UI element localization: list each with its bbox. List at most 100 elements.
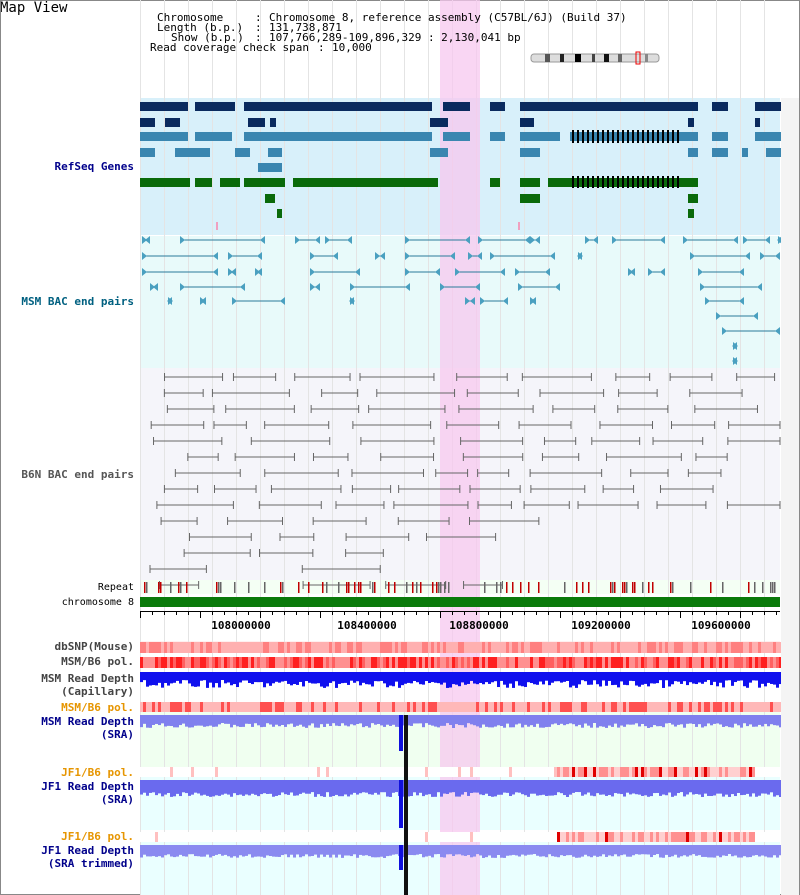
depth-bar (155, 780, 158, 796)
heat-cell (602, 702, 605, 712)
heat-cell (479, 702, 482, 712)
gene-feature (490, 132, 505, 141)
ideogram-band (560, 54, 564, 62)
heat-cell (431, 702, 434, 712)
depth-bar (728, 780, 731, 797)
heat-cell (500, 657, 503, 668)
gene-feature (766, 148, 782, 157)
heat-cell (719, 702, 722, 712)
depth-bar (377, 715, 380, 725)
heat-cell (428, 642, 431, 653)
gene-feature (140, 148, 155, 157)
heat-cell (308, 767, 311, 777)
heat-cell (482, 657, 485, 668)
depth-bar (704, 780, 707, 794)
heat-cell (365, 767, 368, 777)
depth-bar (680, 715, 683, 725)
depth-bar (434, 845, 437, 855)
heat-cell (536, 832, 539, 842)
msm-depth-sra-label: MSM Read Depth (41, 715, 134, 728)
repeat-mark (484, 582, 486, 593)
heat-cell (593, 702, 596, 712)
gene-feature (712, 132, 728, 141)
depth-bar (317, 780, 320, 795)
heat-cell (329, 657, 332, 668)
depth-bar (464, 780, 467, 793)
heat-cell (152, 657, 155, 668)
depth-bar (299, 845, 302, 858)
depth-bar (641, 780, 644, 796)
heat-cell (548, 702, 551, 712)
heat-cell (452, 702, 455, 712)
heat-cell (326, 832, 329, 842)
heat-cell (518, 702, 521, 712)
heat-cell (368, 642, 371, 653)
heat-cell (371, 767, 374, 777)
heat-cell (542, 767, 545, 777)
heat-cell (161, 642, 164, 653)
heat-cell (167, 642, 170, 653)
repeat-mark (308, 582, 310, 593)
heat-cell (536, 767, 539, 777)
depth-bar (179, 780, 182, 797)
depth-bar (167, 715, 170, 726)
heat-cell (269, 657, 272, 668)
depth-bar (464, 845, 467, 856)
span-value: 10,000 (332, 41, 372, 54)
heat-cell (275, 832, 278, 842)
depth-bar (167, 780, 170, 794)
heat-cell (209, 767, 212, 777)
heat-cell (332, 642, 335, 653)
heat-cell (407, 657, 410, 668)
heat-cell (455, 832, 458, 842)
depth-bar (701, 672, 704, 684)
bac-end (260, 236, 265, 244)
heat-cell (494, 642, 497, 653)
depth-bar (539, 715, 542, 728)
repeat-mark (626, 582, 628, 593)
depth-bar (383, 672, 386, 684)
heat-cell (776, 657, 779, 668)
heat-cell (722, 642, 725, 653)
heat-cell (692, 657, 695, 668)
heat-cell (743, 642, 746, 653)
depth-bar (425, 845, 428, 857)
depth-bar (356, 715, 359, 725)
heat-cell (470, 657, 473, 668)
show-label: Show (b.p.) (171, 31, 244, 44)
msm-depth-sra-sub: (SRA) (100, 728, 134, 741)
heat-cell (473, 657, 476, 668)
heat-cell (206, 702, 209, 712)
heat-cell (383, 702, 386, 712)
heat-cell (305, 657, 308, 668)
depth-bar (758, 780, 761, 796)
heat-cell (461, 642, 464, 653)
heat-cell (272, 702, 275, 712)
exon-mark (612, 130, 614, 143)
heat-cell (266, 642, 269, 653)
depth-bar (332, 672, 335, 682)
heat-cell (698, 642, 701, 653)
depth-bar (608, 715, 611, 726)
depth-bar (161, 780, 164, 797)
heat-cell (545, 642, 548, 653)
heat-cell (260, 767, 263, 777)
bac-end (490, 252, 495, 260)
depth-bar (710, 715, 713, 726)
depth-bar (410, 672, 413, 684)
depth-bar (614, 715, 617, 724)
gene-feature (220, 178, 240, 187)
heat-cell (545, 767, 548, 777)
heat-cell (740, 657, 743, 668)
depth-bar (344, 715, 347, 726)
heat-cell (476, 767, 479, 777)
depth-bar (770, 780, 773, 793)
heat-cell (674, 702, 677, 712)
heat-cell (779, 642, 782, 653)
depth-bar (395, 672, 398, 682)
gene-feature (520, 102, 698, 111)
heat-cell (584, 657, 587, 668)
heat-cell (635, 832, 638, 842)
heat-cell (515, 832, 518, 842)
